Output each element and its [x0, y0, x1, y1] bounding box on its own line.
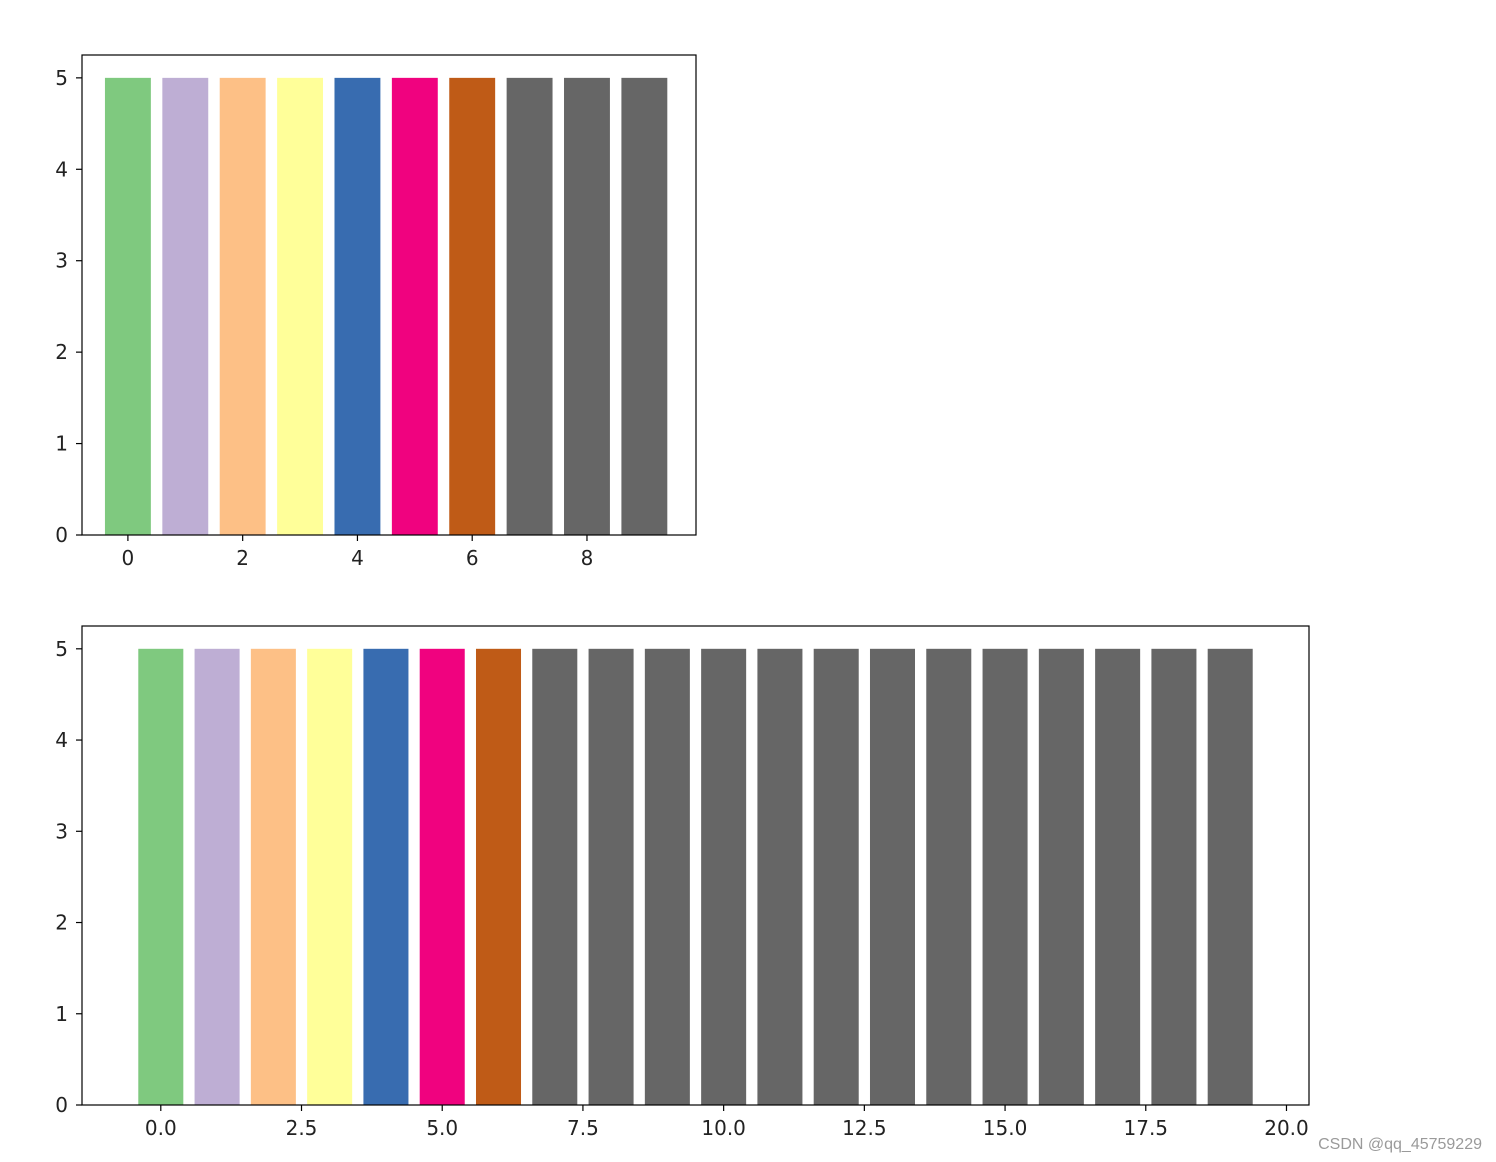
x-tick-label-1-4: 10.0 [701, 1116, 746, 1140]
x-tick-label-1-8: 20.0 [1264, 1116, 1309, 1140]
y-tick-label-0-3: 3 [55, 249, 68, 273]
y-tick-label-1-4: 4 [55, 728, 68, 752]
y-tick-label-1-5: 5 [55, 637, 68, 661]
bar-1-0 [138, 648, 184, 1105]
x-tick-label-0-0: 0 [122, 546, 135, 570]
x-tick-label-1-1: 2.5 [286, 1116, 318, 1140]
bar-0-4 [334, 77, 381, 535]
x-tick-label-1-7: 17.5 [1124, 1116, 1169, 1140]
bar-0-5 [391, 77, 438, 535]
y-tick-label-1-2: 2 [55, 911, 68, 935]
bar-1-2 [250, 648, 296, 1105]
bar-0-6 [449, 77, 496, 535]
bar-0-1 [162, 77, 209, 535]
bar-1-18 [1151, 648, 1197, 1105]
y-tick-label-1-1: 1 [55, 1002, 68, 1026]
bar-0-0 [104, 77, 151, 535]
x-tick-label-1-0: 0.0 [145, 1116, 177, 1140]
bar-0-9 [621, 77, 668, 535]
y-tick-label-1-3: 3 [55, 819, 68, 843]
bar-1-14 [926, 648, 972, 1105]
bar-1-10 [701, 648, 747, 1105]
x-tick-label-0-2: 4 [351, 546, 364, 570]
bar-1-5 [419, 648, 465, 1105]
bar-1-1 [194, 648, 240, 1105]
x-tick-label-1-6: 15.0 [983, 1116, 1028, 1140]
bar-1-7 [532, 648, 578, 1105]
bar-1-3 [307, 648, 353, 1105]
top-bar-chart: 0 2 4 6 8 0 1 2 3 4 5 [55, 54, 697, 570]
bar-1-6 [475, 648, 522, 1105]
x-tick-label-1-2: 5.0 [426, 1116, 458, 1140]
bar-0-7 [506, 77, 553, 535]
bar-1-8 [588, 648, 634, 1105]
bar-1-16 [1038, 648, 1084, 1105]
bar-0-3 [277, 77, 324, 535]
x-tick-label-0-4: 8 [581, 546, 594, 570]
y-tick-label-0-0: 0 [55, 523, 68, 547]
axes-frame-0 [81, 54, 697, 536]
x-tick-label-0-1: 2 [236, 546, 249, 570]
axes-frame-1 [81, 625, 1310, 1106]
x-tick-label-1-3: 7.5 [567, 1116, 599, 1140]
bar-1-19 [1207, 648, 1253, 1105]
watermark-text: CSDN @qq_45759229 [1318, 1136, 1482, 1153]
bar-1-15 [982, 648, 1028, 1105]
y-tick-label-0-1: 1 [55, 432, 68, 456]
bar-0-2 [219, 77, 266, 535]
y-tick-label-1-0: 0 [55, 1093, 68, 1117]
bottom-bar-chart: 0.0 2.5 5.0 7.5 10.0 12.5 15.0 17.5 20.0 0 1 2 3 4 5 [55, 625, 1310, 1140]
bar-1-11 [757, 648, 803, 1105]
bar-1-13 [869, 648, 916, 1105]
bar-1-12 [813, 648, 859, 1105]
y-tick-label-0-5: 5 [55, 66, 68, 90]
y-tick-label-0-2: 2 [55, 340, 68, 364]
bar-1-9 [644, 648, 690, 1105]
bar-1-17 [1095, 648, 1141, 1105]
bar-1-4 [363, 648, 409, 1105]
bar-0-8 [564, 77, 610, 535]
x-tick-label-0-3: 6 [466, 546, 479, 570]
x-tick-label-1-5: 12.5 [842, 1116, 887, 1140]
y-tick-label-0-4: 4 [55, 157, 68, 181]
